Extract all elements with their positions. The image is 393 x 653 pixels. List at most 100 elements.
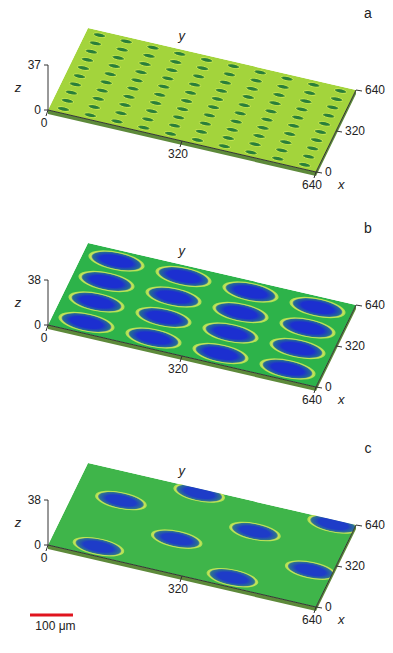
scale-bar-label: 100 μm — [35, 619, 75, 633]
dimple — [194, 128, 208, 135]
dimple — [60, 97, 74, 104]
surface-plane — [48, 463, 356, 607]
x-tick-label: 320 — [168, 362, 188, 376]
z-axis-label: z — [14, 515, 22, 530]
dimple — [173, 50, 187, 57]
y-tick-label: 0 — [325, 380, 332, 394]
panel: 03206400320640038xyzb — [14, 220, 386, 407]
dimple — [301, 153, 315, 160]
x-tick-label: 0 — [41, 331, 48, 345]
dimple — [241, 94, 255, 101]
y-tick — [316, 607, 322, 608]
y-tick-label: 320 — [345, 339, 365, 353]
y-tick-label: 320 — [345, 559, 365, 573]
dimple — [276, 83, 290, 90]
dimple — [306, 511, 356, 537]
figure: 03206400320640037xyza03206400320640038xy… — [0, 0, 393, 653]
panel: 03206400320640038xyzc100 μm — [14, 440, 386, 633]
z-tick-label: 0 — [34, 103, 41, 117]
y-tick — [316, 387, 322, 388]
dimple — [99, 79, 113, 86]
dimple — [87, 104, 101, 111]
dimple — [66, 288, 126, 316]
dimple — [80, 56, 94, 63]
dimple — [329, 96, 343, 103]
plot-area — [48, 243, 356, 387]
dimple — [88, 40, 102, 47]
dimple — [295, 106, 309, 113]
y-tick-label: 640 — [365, 83, 385, 97]
dimple — [149, 526, 204, 552]
z-axis — [48, 500, 49, 545]
dimple — [264, 108, 278, 115]
dimple — [76, 65, 90, 72]
dimple — [229, 118, 243, 125]
x-axis — [48, 545, 316, 607]
dimple — [256, 124, 270, 131]
y-tick-label: 320 — [345, 124, 365, 138]
dimple — [103, 71, 117, 78]
dimple — [146, 44, 160, 51]
x-axis — [48, 110, 316, 172]
dimple — [56, 106, 70, 113]
y-tick — [336, 346, 342, 347]
y-tick — [356, 305, 362, 306]
dimple — [253, 69, 267, 76]
dimple — [198, 120, 212, 127]
dimple — [134, 69, 148, 76]
dimple — [297, 161, 311, 168]
dimple — [210, 96, 224, 103]
dimple — [91, 95, 105, 102]
y-tick — [356, 90, 362, 91]
z-tick-label: 37 — [28, 58, 42, 72]
dimple — [114, 110, 128, 117]
x-tick-label: 320 — [168, 582, 188, 596]
dimple — [307, 81, 321, 88]
dimple — [260, 116, 274, 123]
y-tick — [336, 566, 342, 567]
dimple — [179, 98, 193, 105]
dimple — [71, 534, 126, 560]
panel: 03206400320640037xyza — [14, 5, 386, 192]
y-axis-label: y — [178, 463, 187, 478]
dimple — [118, 102, 132, 109]
dimple — [190, 339, 250, 367]
dimple — [157, 83, 171, 90]
dimple — [226, 63, 240, 70]
dimple — [303, 90, 317, 97]
dimple — [84, 48, 98, 55]
x-axis-label: x — [337, 612, 345, 627]
z-tick-label: 38 — [28, 493, 42, 507]
dimple — [227, 519, 282, 545]
plot-area — [48, 28, 356, 172]
y-tick — [356, 525, 362, 526]
dimple — [175, 106, 189, 113]
dimple — [220, 278, 280, 306]
dimple — [291, 114, 305, 121]
dimple — [142, 52, 156, 59]
dimple — [325, 104, 339, 111]
dimple — [210, 298, 270, 326]
panel-label: c — [365, 440, 372, 456]
dimple — [122, 93, 136, 100]
dimple — [267, 334, 327, 362]
z-tick — [44, 500, 48, 501]
x-tick-label: 0 — [41, 551, 48, 565]
dimple — [248, 141, 262, 148]
surface — [48, 28, 356, 172]
dimple — [92, 32, 106, 39]
dimple — [280, 75, 294, 82]
dimple — [321, 112, 335, 119]
x-tick-label: 640 — [302, 393, 322, 407]
dimple — [172, 480, 227, 506]
surface — [48, 243, 356, 387]
dimple — [145, 108, 159, 115]
dimple — [287, 122, 301, 129]
y-tick-label: 0 — [325, 600, 332, 614]
dimple — [313, 129, 327, 136]
x-tick-label: 640 — [302, 178, 322, 192]
dimple — [143, 283, 203, 311]
y-tick-label: 0 — [325, 165, 332, 179]
dimple — [187, 81, 201, 88]
dimple — [95, 87, 109, 94]
